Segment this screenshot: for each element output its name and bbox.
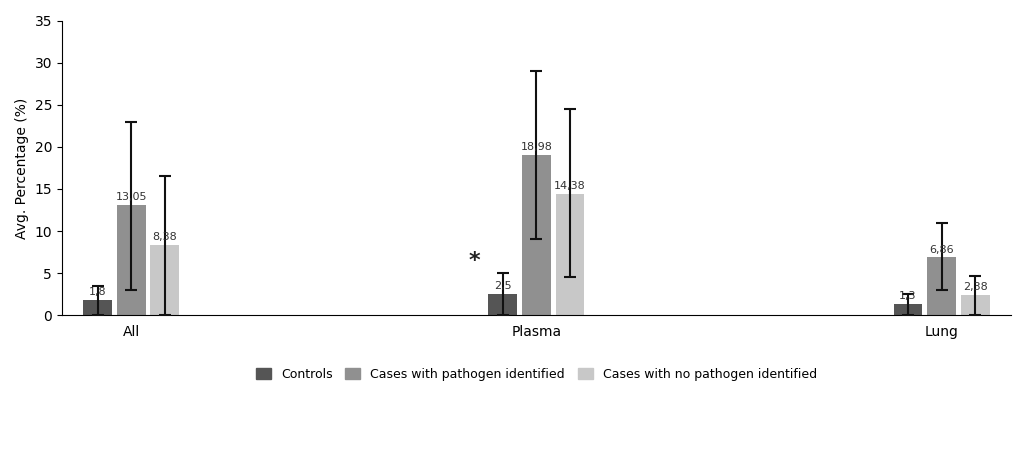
Text: 14,38: 14,38 [554, 181, 586, 191]
Text: *: * [468, 250, 480, 270]
Bar [117, 206, 146, 315]
Text: 1,3: 1,3 [899, 291, 917, 301]
Bar [522, 156, 551, 315]
Text: 1,8: 1,8 [89, 287, 107, 297]
Text: 2,38: 2,38 [962, 282, 987, 292]
Bar [894, 304, 922, 315]
Text: 18,98: 18,98 [520, 143, 552, 152]
Legend: Controls, Cases with pathogen identified, Cases with no pathogen identified: Controls, Cases with pathogen identified… [251, 363, 822, 386]
Bar [151, 244, 180, 315]
Bar [928, 257, 956, 315]
Bar [488, 294, 517, 315]
Bar [960, 295, 990, 315]
Text: 6,86: 6,86 [930, 244, 954, 255]
Bar [555, 194, 585, 315]
Text: 8,38: 8,38 [153, 232, 177, 242]
Y-axis label: Avg. Percentage (%): Avg. Percentage (%) [15, 97, 29, 238]
Bar [83, 300, 112, 315]
Text: 13,05: 13,05 [116, 193, 147, 202]
Text: 2,5: 2,5 [495, 281, 512, 291]
